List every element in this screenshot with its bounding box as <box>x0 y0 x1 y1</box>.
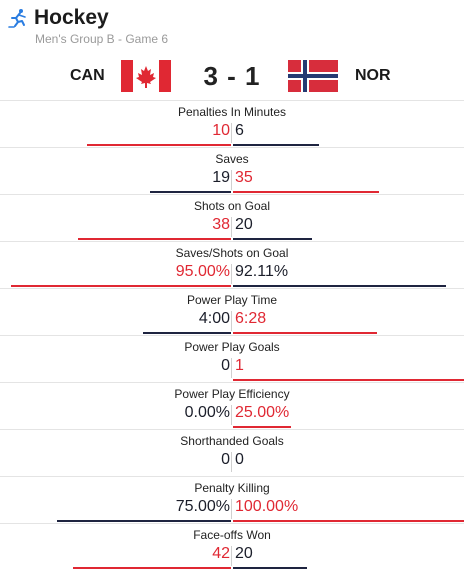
stat-divider <box>231 264 232 284</box>
stat-away-value: 100.00% <box>235 498 299 515</box>
stat-away-bar <box>233 285 446 287</box>
hockey-player-icon <box>8 9 26 28</box>
stat-home-value: 75.00% <box>175 498 230 515</box>
stat-away-bar <box>233 238 312 240</box>
stat-away-value: 1 <box>235 357 244 374</box>
stat-divider <box>231 499 232 519</box>
stat-home-value: 95.00% <box>175 263 230 280</box>
stat-row: Saves/Shots on Goal 95.00% 92.11% <box>0 241 464 288</box>
stat-label: Face-offs Won <box>193 528 271 542</box>
stat-label: Shots on Goal <box>193 199 271 213</box>
stat-label: Saves/Shots on Goal <box>175 246 289 260</box>
stat-label: Power Play Time <box>186 293 278 307</box>
game-subtitle: Men's Group B - Game 6 <box>35 32 169 46</box>
stat-label: Penalty Killing <box>194 481 270 495</box>
stat-row: Shorthanded Goals 0 0 <box>0 429 464 476</box>
stat-home-bar <box>57 520 231 522</box>
stat-label: Shorthanded Goals <box>180 434 284 448</box>
stat-divider <box>231 546 232 566</box>
stat-divider <box>231 452 232 472</box>
stat-home-value: 0 <box>221 451 230 468</box>
away-team-name: NOR <box>355 67 391 84</box>
stat-away-value: 6 <box>235 122 244 139</box>
stat-home-bar <box>78 238 231 240</box>
stat-home-value: 0 <box>221 357 230 374</box>
stat-home-bar <box>73 567 231 569</box>
stat-divider <box>231 311 232 331</box>
stat-row: Penalties In Minutes 10 6 <box>0 100 464 147</box>
stat-label: Penalties In Minutes <box>177 105 287 119</box>
stat-away-value: 0 <box>235 451 244 468</box>
stat-away-bar <box>233 567 307 569</box>
stat-away-bar <box>233 520 464 522</box>
stat-row: Power Play Efficiency 0.00% 25.00% <box>0 382 464 429</box>
stat-away-value: 20 <box>235 216 253 233</box>
stat-home-value: 42 <box>212 545 230 562</box>
header: Hockey Men's Group B - Game 6 <box>0 0 464 58</box>
scoreline: CAN 3 - 1 NOR <box>0 58 464 94</box>
stat-row: Saves 19 35 <box>0 147 464 194</box>
stat-label: Power Play Goals <box>184 340 280 354</box>
stat-home-bar <box>143 332 231 334</box>
stat-row: Face-offs Won 42 20 <box>0 523 464 570</box>
stat-home-bar <box>150 191 231 193</box>
stat-row: Power Play Goals 0 1 <box>0 335 464 382</box>
stat-row: Penalty Killing 75.00% 100.00% <box>0 476 464 523</box>
stat-away-bar <box>233 144 319 146</box>
stat-label: Power Play Efficiency <box>174 387 290 401</box>
canada-flag-icon <box>121 60 171 92</box>
stat-divider <box>231 358 232 378</box>
stat-away-value: 92.11% <box>235 263 289 280</box>
stat-away-bar <box>233 332 377 334</box>
stat-away-bar <box>233 426 291 428</box>
stat-away-value: 35 <box>235 169 253 186</box>
stat-label: Saves <box>215 152 249 166</box>
stat-row: Power Play Time 4:00 6:28 <box>0 288 464 335</box>
stat-away-bar <box>233 379 464 381</box>
stat-home-value: 4:00 <box>198 310 230 327</box>
stat-away-value: 20 <box>235 545 253 562</box>
stat-home-value: 38 <box>212 216 230 233</box>
home-team-name: CAN <box>70 67 105 84</box>
sport-title: Hockey <box>34 6 109 29</box>
norway-flag-icon <box>288 60 338 92</box>
stat-away-value: 6:28 <box>235 310 267 327</box>
stat-away-bar <box>233 191 379 193</box>
stat-home-value: 0.00% <box>184 404 230 421</box>
stat-home-bar <box>87 144 231 146</box>
stat-home-value: 10 <box>212 122 230 139</box>
stat-divider <box>231 170 232 190</box>
stat-away-value: 25.00% <box>235 404 290 421</box>
stat-home-value: 19 <box>212 169 230 186</box>
stat-divider <box>231 217 232 237</box>
stat-row: Shots on Goal 38 20 <box>0 194 464 241</box>
stats-table: Penalties In Minutes 10 6 Saves 19 35 Shots on… <box>0 100 464 570</box>
stat-divider <box>231 405 232 425</box>
match-score: 3 - 1 <box>203 61 261 91</box>
stat-divider <box>231 123 232 143</box>
stat-home-bar <box>11 285 231 287</box>
